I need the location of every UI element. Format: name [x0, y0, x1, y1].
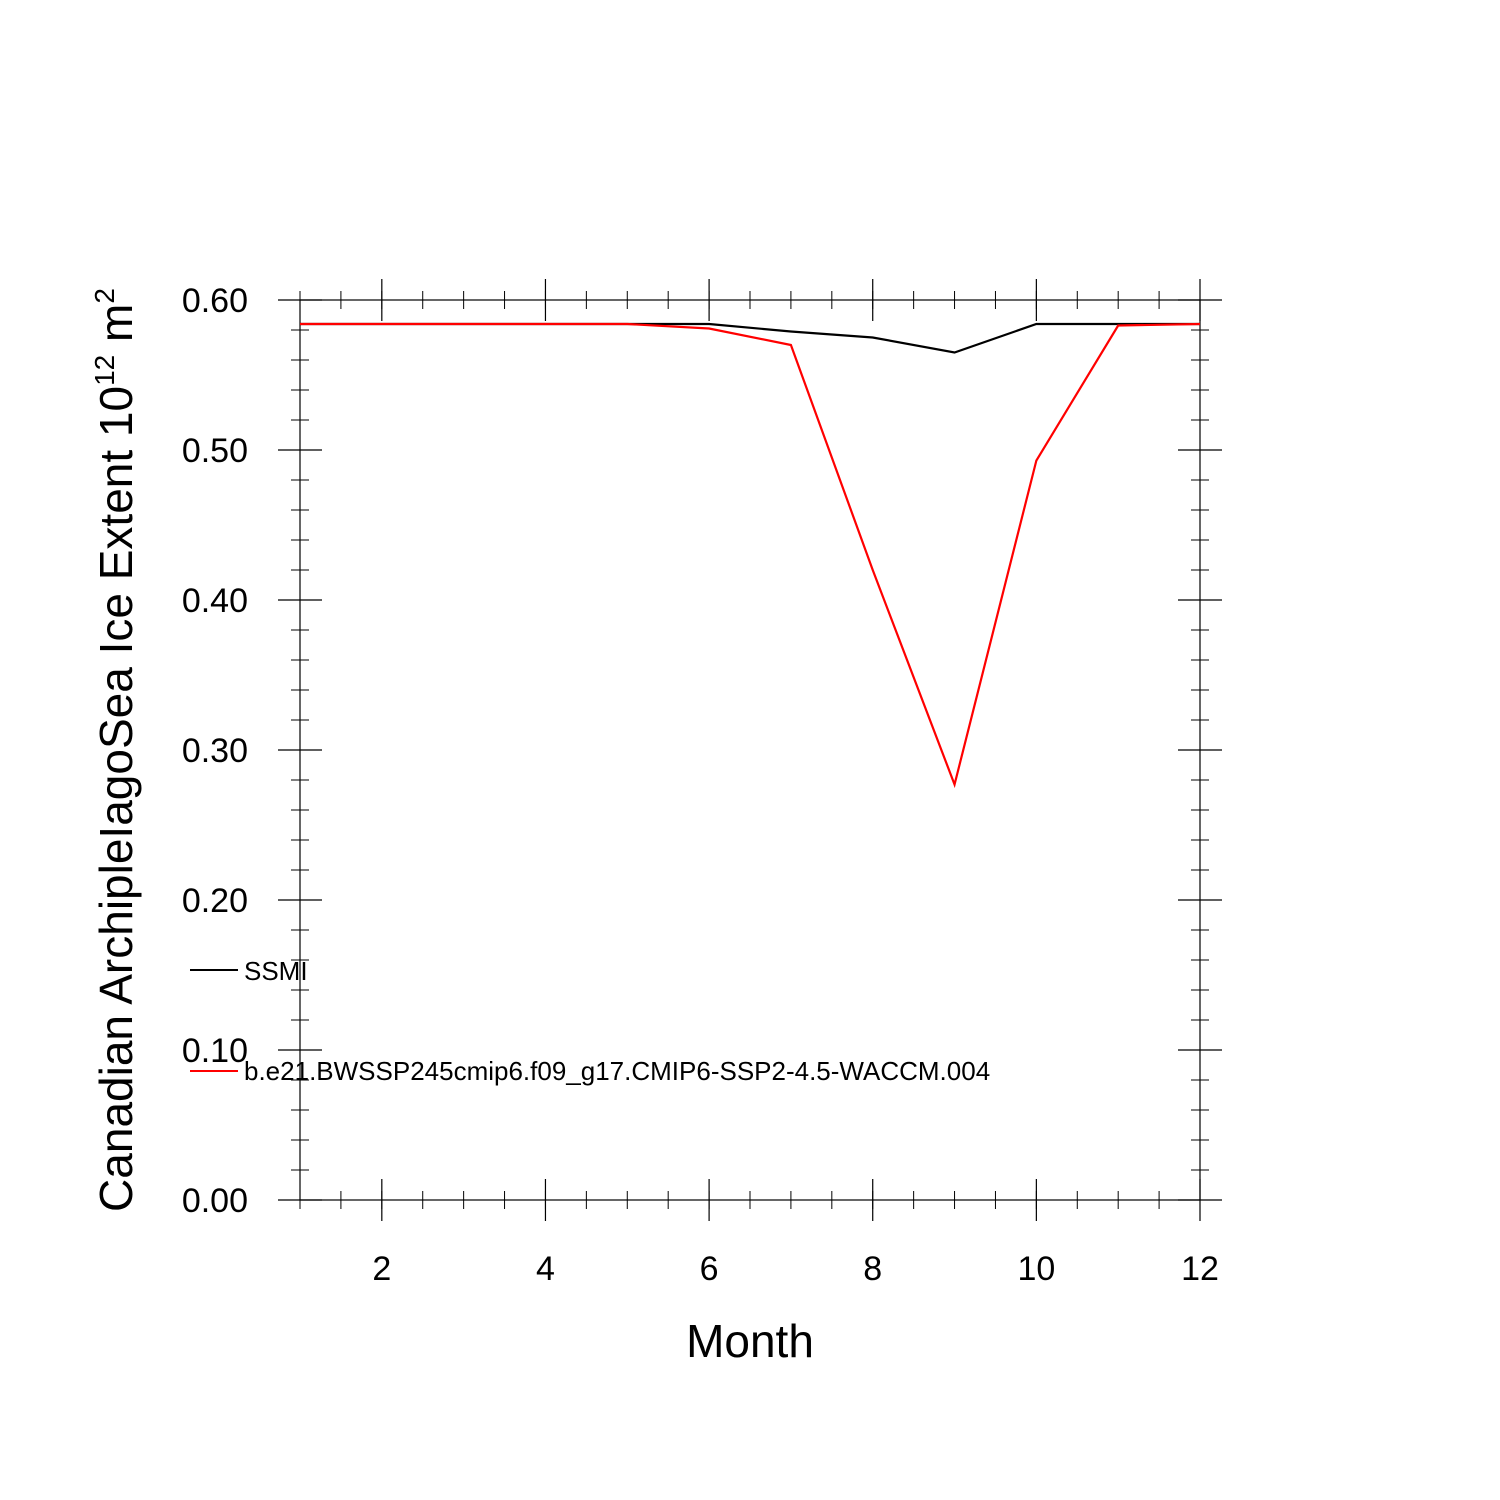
x-tick-label: 12 [1181, 1250, 1219, 1288]
y-tick-label: 0.60 [182, 282, 248, 320]
y-axis-title: Canadian ArchipleIagoSea Ice Extent 1012… [89, 288, 142, 1212]
x-axis-title: Month [686, 1315, 814, 1367]
y-tick-label: 0.20 [182, 882, 248, 920]
plot-frame [299, 299, 1201, 1201]
x-tick-label: 6 [700, 1250, 719, 1288]
series-line-ssmi [300, 322, 1200, 354]
x-tick-labels: 2 4 6 8 10 12 [372, 1250, 1219, 1288]
legend-label-model: b.e21.BWSSP245cmip6.f09_g17.CMIP6-SSP2-4… [244, 1056, 990, 1086]
y-axis-title-text: Canadian ArchipleIagoSea Ice Extent 10 [90, 386, 142, 1212]
x-tick-label: 2 [372, 1250, 391, 1288]
series-line-model [300, 322, 1201, 789]
y-axis-title-unit-exponent: 2 [89, 288, 120, 304]
x-tick-label: 8 [863, 1250, 882, 1288]
y-tick-label: 0.30 [182, 732, 248, 770]
legend: SSMI b.e21.BWSSP245cmip6.f09_g17.CMIP6-S… [190, 956, 990, 1086]
x-tick-label: 4 [536, 1250, 555, 1288]
legend-label-ssmi: SSMI [244, 956, 308, 986]
y-tick-label: 0.00 [182, 1182, 248, 1220]
series-layer [300, 322, 1201, 789]
y-axis-title-exponent: 12 [89, 355, 120, 386]
y-tick-label: 0.40 [182, 582, 248, 620]
y-tick-labels: 0.00 0.10 0.20 0.30 0.40 0.50 0.60 [182, 282, 248, 1220]
y-tick-label: 0.10 [182, 1032, 248, 1070]
x-tick-label: 10 [1017, 1250, 1055, 1288]
y-tick-label: 0.50 [182, 432, 248, 470]
y-axis-title-unit: m [90, 304, 142, 355]
